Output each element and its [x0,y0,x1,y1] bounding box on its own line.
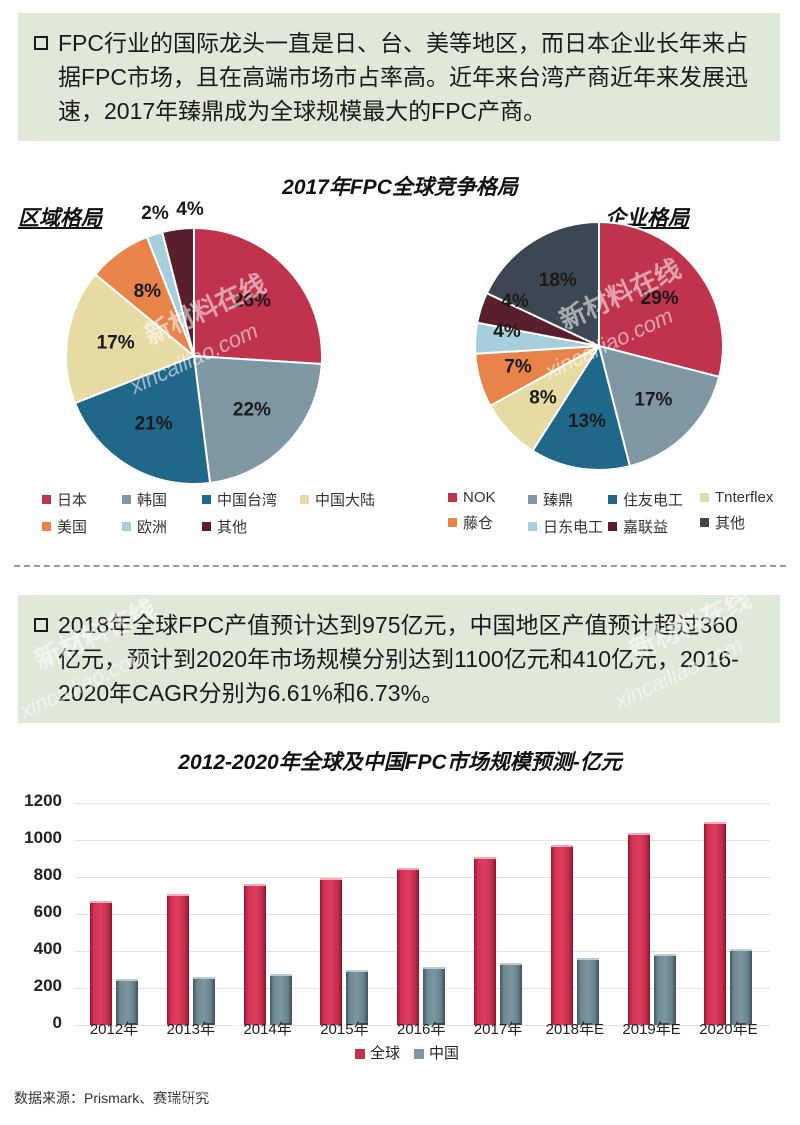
svg-text:4%: 4% [501,291,529,312]
svg-text:4%: 4% [176,199,204,220]
svg-text:29%: 29% [641,288,679,309]
svg-text:7%: 7% [504,356,532,377]
svg-text:4%: 4% [493,321,521,342]
svg-text:8%: 8% [529,388,557,409]
svg-text:17%: 17% [97,333,135,354]
svg-text:xincailiao.com: xincailiao.com [670,1061,794,1125]
svg-text:17%: 17% [634,389,672,410]
svg-text:26%: 26% [233,291,271,312]
svg-text:2%: 2% [141,203,169,224]
svg-text:8%: 8% [134,281,162,302]
svg-text:21%: 21% [135,413,173,434]
svg-text:18%: 18% [539,270,577,291]
svg-text:13%: 13% [568,411,606,432]
svg-text:22%: 22% [233,399,271,420]
